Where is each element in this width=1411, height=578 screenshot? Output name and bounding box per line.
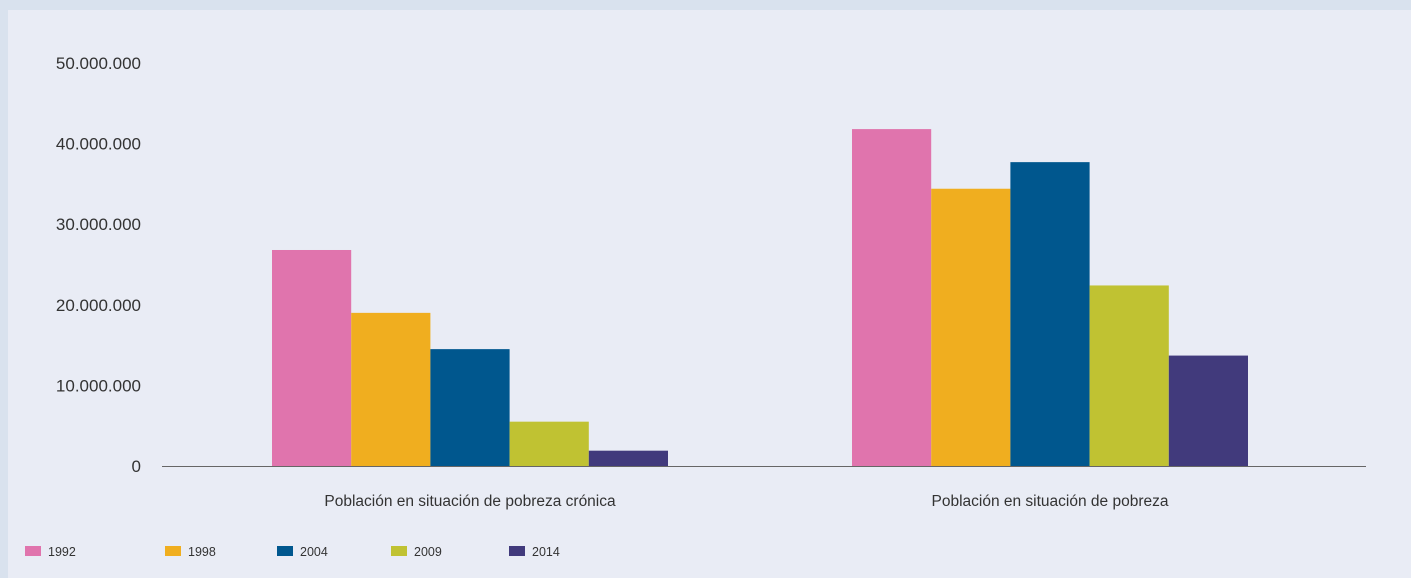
bar-2009-category-1 xyxy=(509,421,589,466)
legend-swatch-1992 xyxy=(25,546,41,556)
y-tick-label: 50.000.000 xyxy=(56,54,141,73)
bar-2014-category-1 xyxy=(588,450,668,466)
legend-label-2014: 2014 xyxy=(532,545,560,559)
category-labels: Población en situación de pobreza crónic… xyxy=(324,493,1168,510)
y-tick-label: 30.000.000 xyxy=(56,215,141,234)
bar-2004-category-2 xyxy=(1010,162,1090,466)
bar-1992-category-1 xyxy=(272,249,352,466)
bar-2009-category-2 xyxy=(1089,285,1169,466)
y-tick-label: 20.000.000 xyxy=(56,296,141,315)
legend-label-2009: 2009 xyxy=(414,545,442,559)
bar-2014-category-2 xyxy=(1168,355,1248,466)
legend-label-2004: 2004 xyxy=(300,545,328,559)
category-label: Población en situación de pobreza crónic… xyxy=(324,493,616,510)
legend-swatch-2004 xyxy=(277,546,293,556)
y-axis-ticks: 0 10.000.000 20.000.000 30.000.000 40.000.00… xyxy=(56,54,141,476)
bar-1998-category-2 xyxy=(931,188,1011,466)
legend-label-1998: 1998 xyxy=(188,545,216,559)
bars xyxy=(272,129,1248,467)
y-tick-label: 40.000.000 xyxy=(56,135,141,154)
chart-panel xyxy=(8,10,1411,578)
bar-1998-category-1 xyxy=(351,312,431,466)
category-label: Población en situación de pobreza xyxy=(932,493,1169,510)
bar-2004-category-1 xyxy=(430,349,510,466)
y-tick-label: 10.000.000 xyxy=(56,376,141,395)
legend-swatch-1998 xyxy=(165,546,181,556)
legend-swatch-2014 xyxy=(509,546,525,556)
y-tick-label: 0 xyxy=(132,457,141,476)
bar-1992-category-2 xyxy=(852,129,932,467)
legend: 1992 1998 2004 2009 2014 xyxy=(25,545,560,559)
legend-swatch-2009 xyxy=(391,546,407,556)
legend-label-1992: 1992 xyxy=(48,545,76,559)
